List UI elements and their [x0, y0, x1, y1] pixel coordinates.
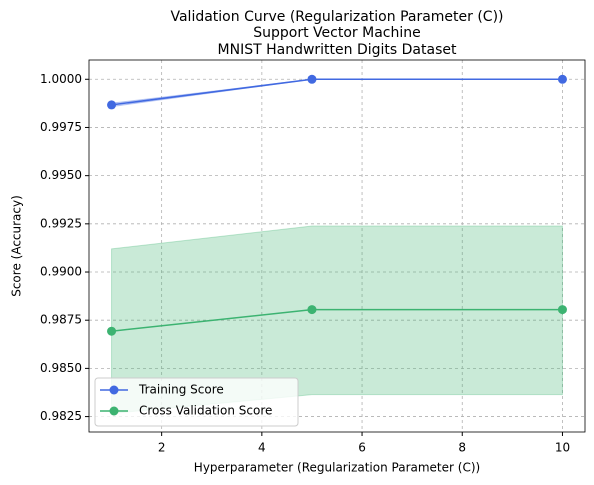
legend-label: Cross Validation Score [139, 404, 272, 418]
y-tick-label: 0.9825 [40, 409, 82, 423]
legend-marker [109, 385, 119, 395]
chart-title: Validation Curve (Regularization Paramet… [170, 9, 503, 25]
legend-marker [109, 406, 119, 416]
marker [307, 305, 317, 315]
confidence-band [111, 78, 563, 108]
y-axis-label: Score (Accuracy) [10, 195, 24, 297]
chart-title: MNIST Handwritten Digits Dataset [218, 42, 457, 58]
x-tick-label: 2 [158, 441, 166, 455]
x-tick-label: 6 [358, 441, 366, 455]
legend-label: Training Score [138, 383, 224, 397]
y-tick-label: 0.9950 [40, 168, 82, 182]
y-tick-label: 0.9925 [40, 216, 82, 230]
marker [107, 100, 117, 110]
x-axis-label: Hyperparameter (Regularization Parameter… [194, 461, 480, 475]
y-tick-label: 0.9875 [40, 313, 82, 327]
marker [307, 74, 317, 84]
y-tick-label: 0.9900 [40, 265, 82, 279]
x-tick-label: 8 [458, 441, 466, 455]
marker [557, 74, 567, 84]
plot-frame [88, 59, 586, 433]
x-tick-label: 10 [555, 441, 570, 455]
y-tick-label: 1.0000 [40, 72, 82, 86]
x-tick-label: 4 [258, 441, 266, 455]
legend-box [94, 377, 299, 427]
marker [107, 326, 117, 336]
line [111, 78, 563, 106]
marker [557, 305, 567, 315]
y-tick-label: 0.9850 [40, 361, 82, 375]
y-tick-label: 0.9975 [40, 120, 82, 134]
chart-title: Support Vector Machine [253, 25, 420, 41]
